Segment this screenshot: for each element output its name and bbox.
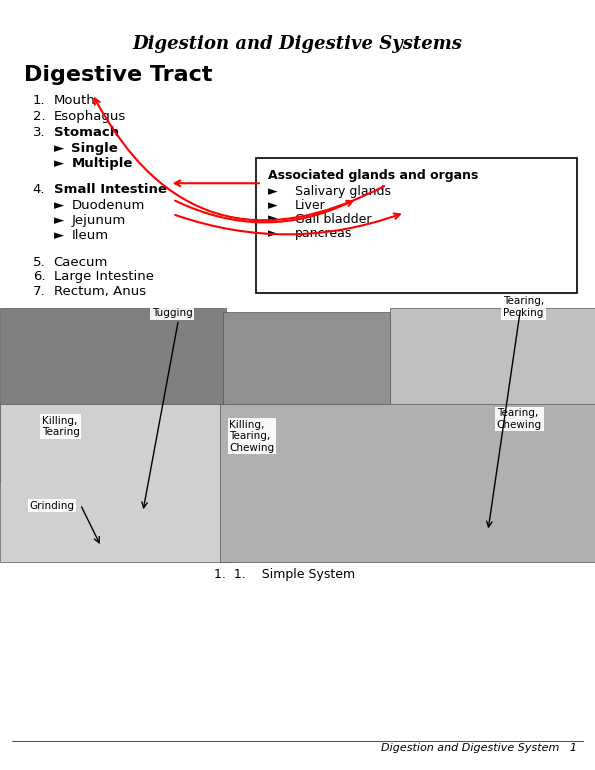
Text: 1.  1.    Simple System: 1. 1. Simple System — [214, 568, 355, 581]
Text: Multiple: Multiple — [71, 157, 133, 170]
Text: Caecum: Caecum — [54, 256, 108, 269]
Text: Tugging: Tugging — [152, 308, 192, 318]
Bar — [223, 312, 390, 474]
Text: Mouth: Mouth — [54, 94, 95, 107]
Text: ►: ► — [268, 185, 277, 198]
Text: Salivary glands: Salivary glands — [295, 185, 390, 198]
Text: Duodenum: Duodenum — [71, 199, 145, 213]
Text: Jejunum: Jejunum — [71, 214, 126, 227]
Text: Small Intestine: Small Intestine — [54, 183, 167, 196]
Text: Digestive Tract: Digestive Tract — [24, 65, 212, 85]
Text: ►: ► — [54, 199, 64, 213]
Text: Ileum: Ileum — [71, 229, 108, 242]
Text: 1.: 1. — [33, 94, 45, 107]
Text: Liver: Liver — [295, 199, 325, 212]
Text: Single: Single — [71, 142, 118, 156]
Text: Digestion and Digestive System   1: Digestion and Digestive System 1 — [381, 743, 577, 753]
Text: Gall bladder: Gall bladder — [295, 213, 371, 226]
Text: ►: ► — [54, 229, 64, 242]
FancyBboxPatch shape — [256, 158, 577, 293]
Bar — [0, 404, 232, 562]
Text: ►: ► — [268, 213, 277, 226]
Text: 3.: 3. — [33, 126, 45, 139]
Text: Grinding: Grinding — [30, 500, 75, 511]
Text: Rectum, Anus: Rectum, Anus — [54, 285, 146, 298]
Text: Digestion and Digestive Systems: Digestion and Digestive Systems — [133, 35, 462, 52]
Text: Tearing,
Chewing: Tearing, Chewing — [497, 408, 542, 430]
Text: 2.: 2. — [33, 110, 45, 123]
Bar — [0, 308, 226, 481]
Text: Killing,
Tearing,
Chewing: Killing, Tearing, Chewing — [229, 420, 274, 453]
Bar — [390, 308, 595, 481]
Text: ►: ► — [54, 157, 64, 170]
Text: ►: ► — [54, 142, 64, 156]
Text: 4.: 4. — [33, 183, 45, 196]
Text: ►: ► — [54, 214, 64, 227]
Text: 5.: 5. — [33, 256, 45, 269]
Text: pancreas: pancreas — [295, 227, 352, 240]
Text: Associated glands and organs: Associated glands and organs — [268, 169, 478, 182]
Text: 7.: 7. — [33, 285, 45, 298]
Text: Stomach: Stomach — [54, 126, 118, 139]
Bar — [220, 404, 595, 562]
Text: Esophagus: Esophagus — [54, 110, 126, 123]
Text: ►: ► — [268, 227, 277, 240]
Text: Large Intestine: Large Intestine — [54, 270, 154, 283]
Text: Tearing,
Pecking: Tearing, Pecking — [503, 296, 544, 318]
Text: 6.: 6. — [33, 270, 45, 283]
Text: Killing,
Tearing: Killing, Tearing — [42, 416, 80, 437]
Text: ►: ► — [268, 199, 277, 212]
